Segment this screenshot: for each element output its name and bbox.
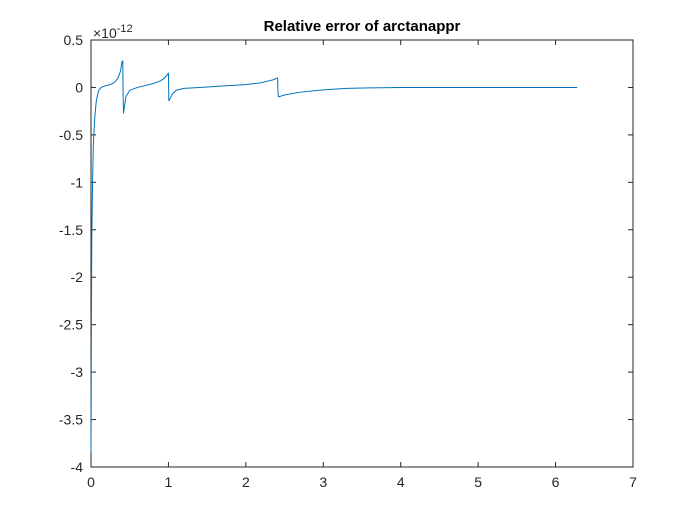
- x-tick-label: 5: [474, 474, 482, 490]
- x-axis: 0 1 2 3 4 5 6 7: [87, 40, 637, 490]
- x-tick-label: 1: [165, 474, 173, 490]
- y-tick-label: -2: [71, 269, 84, 285]
- plot-area: 0 1 2 3 4 5 6 7 0.5 0 -0.5 -1 -1.5 -2 -2.5 -3 -3.5 -4: [59, 32, 637, 490]
- axes-box: [90, 39, 634, 468]
- x-tick-label: 0: [87, 474, 95, 490]
- y-tick-label: 0: [75, 79, 83, 95]
- svg-text:×10-12: ×10-12: [93, 23, 133, 41]
- x-tick-label: 4: [397, 474, 405, 490]
- x-tick-label: 2: [242, 474, 250, 490]
- x-tick-label: 7: [629, 474, 637, 490]
- series-line: [90, 60, 578, 453]
- y-tick-label: -3: [71, 364, 84, 380]
- y-exponent-base: ×10: [93, 25, 117, 41]
- x-tick-label: 3: [319, 474, 327, 490]
- y-axis: 0.5 0 -0.5 -1 -1.5 -2 -2.5 -3 -3.5 -4: [59, 32, 633, 475]
- y-tick-label: -3.5: [59, 412, 83, 428]
- y-tick-label: -4: [71, 459, 84, 475]
- chart-title: Relative error of arctanappr: [264, 18, 461, 35]
- x-tick-label: 6: [552, 474, 560, 490]
- y-tick-label: 0.5: [64, 32, 84, 48]
- y-tick-label: -1: [71, 174, 84, 190]
- y-tick-label: -2.5: [59, 317, 83, 333]
- y-tick-label: -1.5: [59, 222, 83, 238]
- y-exponent-label: ×10-12: [93, 23, 133, 41]
- y-tick-label: -0.5: [59, 127, 83, 143]
- y-exponent-power: -12: [117, 23, 133, 35]
